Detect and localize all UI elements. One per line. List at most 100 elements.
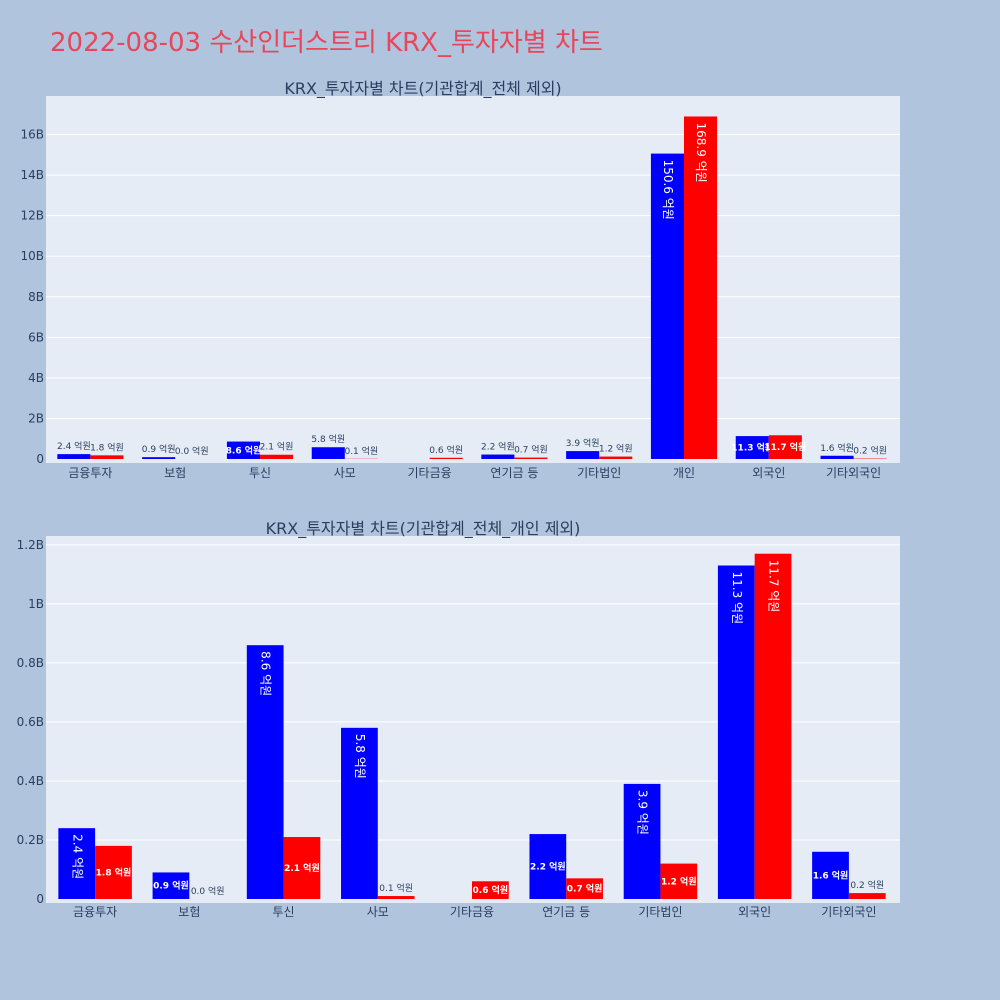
bar: [429, 457, 463, 459]
plot-area: [46, 96, 900, 463]
data-label: 5.8 억원: [311, 433, 345, 445]
bar: [90, 455, 124, 459]
y-tick-label: 0.4B: [17, 774, 44, 788]
chart-2: 0 0.2B 0.4B 0.6B 0.8B 1B 1.2B KRX_투자자별 차트(기관합계_…: [17, 519, 900, 919]
y-tick-label: 10B: [20, 249, 44, 263]
data-label: 11.3 억원: [730, 572, 744, 625]
y-tick-label: 8B: [28, 290, 44, 304]
data-label: 2.2 억원: [481, 441, 515, 453]
data-label: 1.8 억원: [96, 866, 132, 878]
x-tick-label: 외국인: [738, 905, 771, 919]
bar: [226, 441, 260, 459]
bar: [260, 454, 294, 459]
x-tick-label: 투신: [273, 905, 295, 919]
data-label: 150.6 억원: [661, 160, 675, 220]
y-tick-label: 4B: [28, 371, 44, 385]
bar: [142, 457, 176, 459]
y-tick-label: 0.8B: [17, 656, 44, 670]
bar: [623, 783, 661, 899]
bar: [820, 455, 854, 459]
data-label: 1.2 억원: [661, 875, 697, 887]
bar: [684, 116, 718, 460]
bar: [735, 436, 769, 459]
data-label: 0.2 억원: [853, 445, 887, 457]
x-tick-label: 사모: [334, 466, 356, 480]
x-tick-label: 연기금 등: [542, 905, 590, 919]
data-label: 8.6 억원: [226, 444, 262, 456]
bar: [566, 451, 600, 459]
data-label: 0.1 억원: [344, 445, 378, 457]
bar: [377, 896, 415, 899]
data-label: 0.6 억원: [429, 444, 463, 456]
bar: [341, 727, 378, 899]
y-tick-label: 12B: [20, 209, 44, 223]
x-tick-label: 투신: [249, 466, 271, 480]
data-label: 5.8 억원: [353, 734, 367, 779]
y-tick-label: 16B: [20, 128, 44, 142]
y-tick-label: 2B: [28, 411, 44, 425]
data-label: 11.7 억원: [767, 560, 781, 613]
chart-1: 0 2B 4B 6B 8B 10B 12B 14B 16B KRX_투자자별 차트(기관합계_전체…: [20, 79, 900, 480]
data-label: 8.6 억원: [259, 651, 273, 696]
data-label: 0.0 억원: [175, 445, 209, 457]
x-tick-label: 사모: [367, 905, 389, 919]
data-label: 0.0 억원: [191, 885, 225, 897]
data-label: 0.9 억원: [142, 443, 176, 455]
x-tick-label: 금융투자: [73, 905, 117, 919]
y-tick-label: 14B: [20, 168, 44, 182]
data-label: 168.9 억원: [694, 122, 708, 182]
bar: [95, 845, 132, 899]
x-tick-label: 개인: [673, 466, 695, 480]
bar: [848, 893, 886, 899]
bar: [599, 456, 633, 459]
y-tick-label: 1.2B: [17, 538, 44, 552]
bar: [529, 834, 567, 899]
bar: [152, 872, 190, 899]
data-label: 1.2 억원: [599, 443, 633, 455]
data-label: 1.6 억원: [813, 869, 849, 881]
data-label: 0.7 억원: [514, 444, 548, 456]
bar: [246, 645, 284, 899]
x-tick-label: 금융투자: [68, 466, 112, 480]
chart-title: KRX_투자자별 차트(기관합계_전체_개인 제외): [266, 519, 581, 539]
x-tick-label: 기타금융: [408, 466, 452, 480]
y-tick-label: 1B: [28, 597, 44, 611]
data-label: 0.7 억원: [567, 883, 603, 895]
data-label: 11.3 억원: [731, 442, 773, 454]
chart-title: KRX_투자자별 차트(기관합계_전체 제외): [284, 79, 561, 99]
data-label: 0.9 억원: [153, 880, 189, 892]
x-tick-label: 기타금융: [450, 905, 494, 919]
data-label: 0.2 억원: [850, 879, 884, 891]
y-tick-label: 0.2B: [17, 833, 44, 847]
bar: [514, 457, 548, 459]
x-tick-label: 기타법인: [638, 905, 682, 919]
bar: [660, 863, 698, 899]
bar: [566, 878, 603, 899]
data-label: 2.1 억원: [284, 862, 320, 874]
bar: [754, 553, 792, 899]
x-tick-label: 기타외국인: [826, 466, 881, 480]
y-tick-label: 0: [36, 452, 44, 466]
x-tick-label: 보험: [164, 466, 186, 480]
bar: [812, 851, 849, 899]
bar: [472, 881, 509, 899]
data-label: 2.2 억원: [530, 861, 566, 873]
bar: [768, 435, 802, 459]
bar: [283, 837, 321, 899]
y-tick-label: 0.6B: [17, 715, 44, 729]
y-tick-label: 6B: [28, 330, 44, 344]
data-label: 2.4 억원: [70, 834, 84, 879]
page-title: 2022-08-03 수산인더스트리 KRX_투자자별 차트: [50, 28, 603, 58]
x-tick-label: 연기금 등: [490, 466, 538, 480]
data-label: 1.6 억원: [820, 442, 854, 454]
bar: [58, 828, 96, 899]
x-tick-label: 보험: [178, 905, 200, 919]
data-label: 0.6 억원: [473, 884, 509, 896]
bar: [650, 153, 684, 459]
y-tick-label: 0: [36, 892, 44, 906]
data-label: 1.8 억원: [90, 441, 124, 453]
data-label: 11.7 억원: [764, 441, 806, 453]
data-label: 2.1 억원: [260, 441, 294, 453]
x-tick-label: 외국인: [752, 466, 785, 480]
